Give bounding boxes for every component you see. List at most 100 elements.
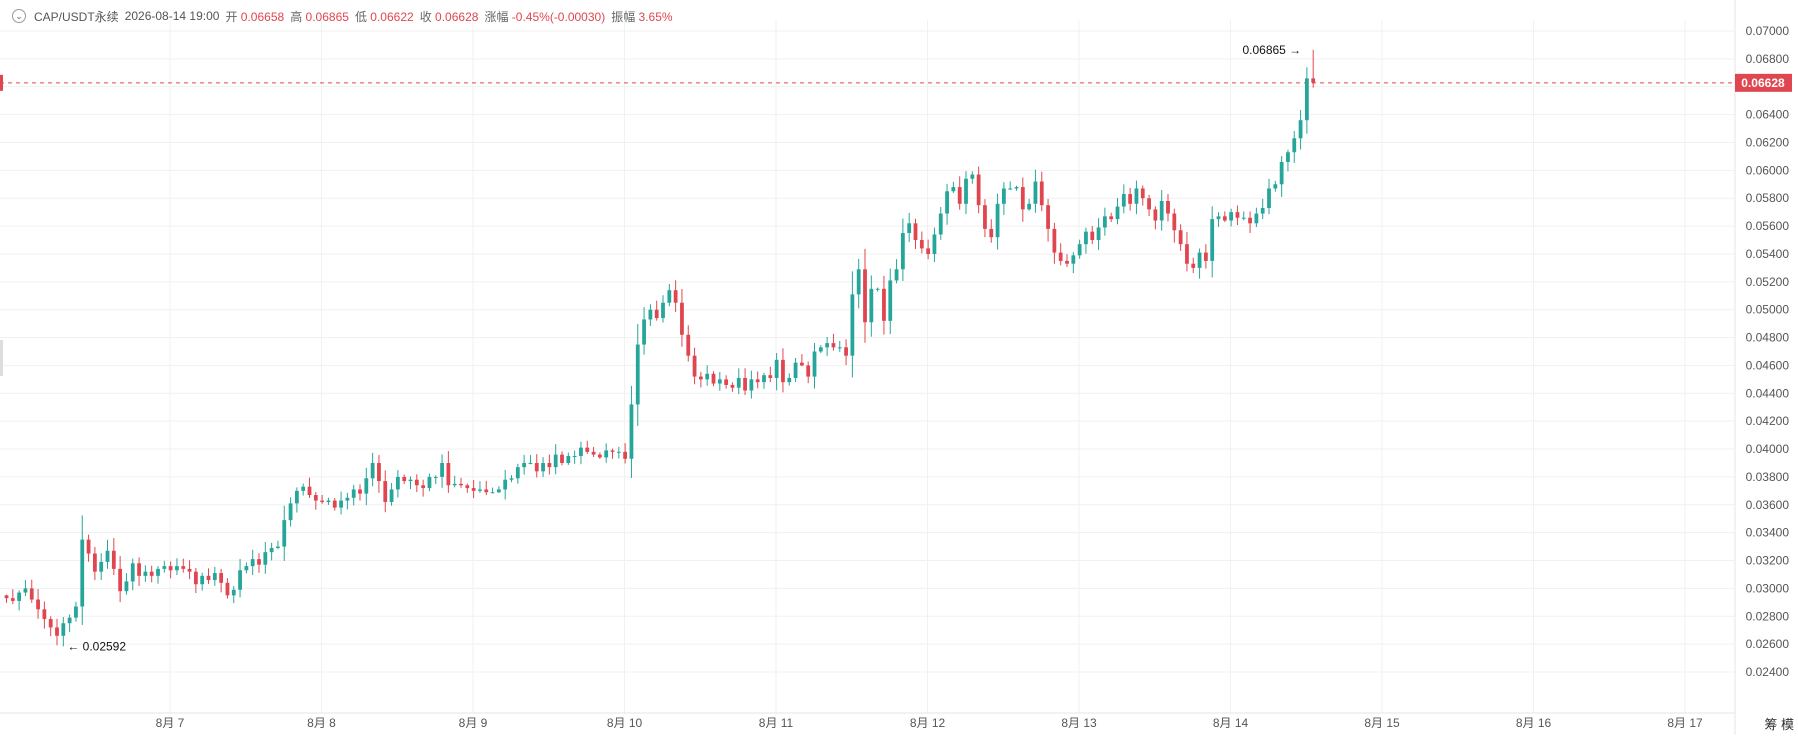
x-tick-label: 8月 7: [156, 716, 185, 730]
candle-body: [244, 566, 249, 571]
candle-body: [345, 497, 350, 501]
candle-body: [370, 462, 375, 479]
candle-body: [358, 489, 362, 494]
candle-body: [900, 233, 905, 270]
candle-body: [1065, 260, 1069, 264]
candle-body: [421, 485, 426, 489]
y-tick-label: 0.04200: [1746, 414, 1790, 428]
candle-body: [263, 552, 268, 565]
annotations-layer: 0.06865 → ← 0.02592: [67, 43, 1301, 654]
panel-resize-handle[interactable]: [0, 340, 3, 376]
candle-body: [951, 187, 956, 192]
corner-settings-label[interactable]: 筹 模: [1764, 717, 1794, 732]
x-axis: 8月 7 8月 8 8月 9 8月 10 8月 11 8月 12 8月 13 8月 14 8月 …: [0, 712, 1735, 730]
candle-body: [1241, 217, 1246, 219]
y-tick-label: 0.06400: [1746, 108, 1790, 122]
candle-body: [957, 187, 962, 204]
candle-body: [168, 566, 173, 571]
candle-body: [995, 203, 1000, 238]
y-tick-label: 0.06200: [1746, 135, 1790, 149]
candle-body: [1279, 161, 1284, 185]
candle-body: [692, 355, 697, 377]
grid-layer: [0, 20, 1735, 713]
candle-body: [465, 485, 470, 489]
candle-body: [503, 479, 508, 490]
candle-body: [175, 566, 179, 571]
candle-body: [23, 588, 28, 593]
candle-body: [162, 566, 167, 569]
candle-body: [1178, 230, 1183, 245]
candle-body: [55, 627, 59, 636]
candle-body: [1147, 198, 1151, 210]
candle-body: [478, 489, 482, 491]
candle-body: [831, 343, 836, 348]
candle-body: [149, 571, 154, 576]
candle-body: [698, 376, 703, 380]
low-label: 低: [354, 9, 367, 24]
y-tick-label: 0.06800: [1746, 52, 1790, 66]
candle-body: [1039, 181, 1044, 206]
candle-body: [989, 228, 994, 238]
candle-body: [99, 561, 104, 572]
close-value: 0.06628: [435, 9, 479, 24]
candles-layer: [4, 49, 1316, 647]
candle-body: [938, 213, 943, 235]
candle-body: [1109, 216, 1114, 220]
candle-body: [799, 362, 804, 366]
candle-body: [585, 447, 590, 452]
candle-body: [408, 479, 413, 482]
x-tick-label: 8月 14: [1213, 716, 1249, 730]
candle-body: [1102, 216, 1107, 228]
candle-body: [1166, 201, 1170, 214]
min-price-label: ← 0.02592: [67, 639, 126, 653]
candle-body: [1254, 213, 1259, 224]
candle-body: [351, 489, 356, 498]
candle-body: [326, 500, 331, 502]
candle-body: [629, 404, 634, 459]
candle-body: [863, 269, 867, 323]
candle-body: [231, 589, 236, 596]
candle-body: [137, 563, 141, 576]
candle-body: [875, 288, 880, 290]
candle-body: [1153, 209, 1158, 221]
candle-body: [187, 568, 192, 572]
candle-body: [143, 571, 148, 576]
collapse-chevron-icon[interactable]: ⌄: [12, 9, 26, 23]
candle-body: [743, 377, 747, 391]
candle-body: [882, 288, 886, 321]
symbol-label: CAP/USDT永续: [34, 9, 119, 24]
candle-body: [307, 486, 312, 496]
candle-body: [1197, 252, 1202, 268]
candle-body: [616, 451, 621, 453]
x-tick-label: 8月 8: [307, 716, 336, 730]
candle-body: [850, 294, 855, 356]
candle-body: [724, 379, 729, 385]
candle-body: [130, 563, 135, 582]
candle-body: [661, 302, 665, 319]
amplitude-label: 振幅: [611, 9, 636, 24]
candle-body: [1248, 217, 1252, 224]
current-price-tag: [1735, 73, 1792, 92]
candle-body: [541, 462, 545, 472]
candle-body: [313, 495, 318, 501]
y-tick-label: 0.05600: [1746, 219, 1790, 233]
candle-body: [976, 174, 981, 206]
candle-body: [395, 476, 400, 490]
y-tick-label: 0.03800: [1746, 470, 1790, 484]
candle-body: [440, 462, 444, 477]
y-tick-label: 0.07000: [1746, 24, 1790, 38]
y-tick-label: 0.03200: [1746, 554, 1790, 568]
candle-body: [964, 178, 968, 204]
candle-body: [768, 375, 773, 378]
candle-body: [945, 191, 949, 214]
candle-body: [118, 568, 123, 592]
candle-body: [818, 347, 823, 352]
y-tick-label: 0.05800: [1746, 191, 1790, 205]
candle-body: [389, 489, 394, 502]
high-value: 0.06865: [305, 9, 349, 24]
candle-body: [736, 377, 741, 388]
candle-body: [913, 223, 918, 241]
candle-body: [781, 359, 785, 383]
